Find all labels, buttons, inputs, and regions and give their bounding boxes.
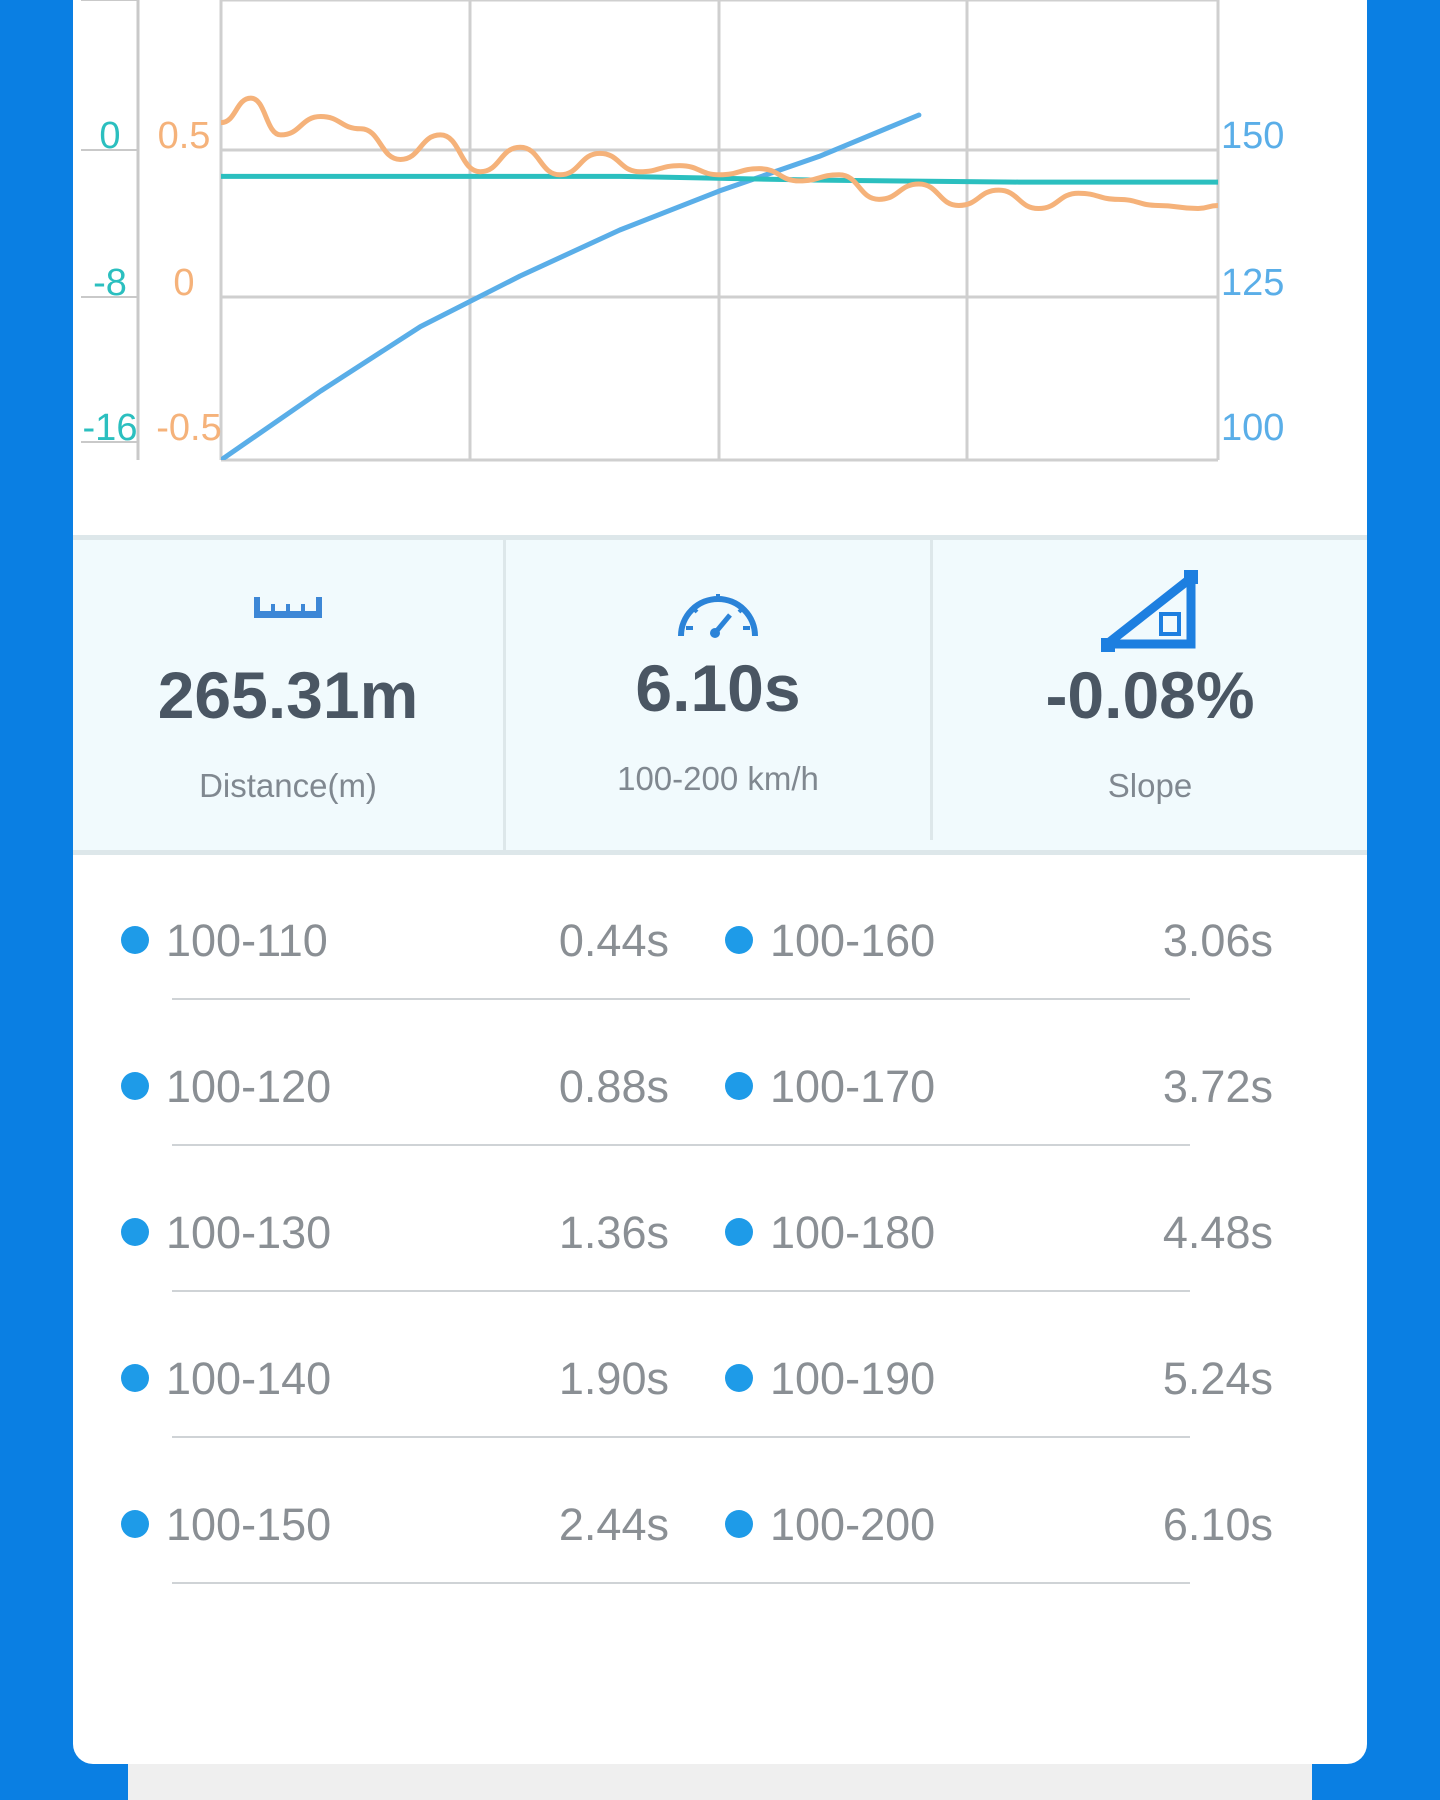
row-divider bbox=[172, 1582, 1190, 1584]
bullet-dot-icon bbox=[725, 926, 753, 954]
slope-stat: -0.08% Slope bbox=[933, 540, 1367, 850]
ruler-icon bbox=[254, 597, 322, 618]
split-range-label: 100-110 bbox=[166, 915, 328, 966]
bullet-dot-icon bbox=[121, 1072, 149, 1100]
speedometer-icon bbox=[678, 594, 758, 638]
distance-value: 265.31m bbox=[157, 658, 419, 732]
split-time-value: 3.06s bbox=[1162, 915, 1273, 966]
tick-label: 175 bbox=[1221, 0, 1284, 2]
split-time-value: 5.24s bbox=[1162, 1353, 1273, 1404]
slope-value: -0.08% bbox=[1045, 658, 1255, 732]
slope-icon bbox=[1101, 570, 1198, 652]
slope-label: Slope bbox=[1107, 767, 1193, 804]
bullet-dot-icon bbox=[725, 1364, 753, 1392]
time-value: 6.10s bbox=[635, 651, 801, 725]
distance-label: Distance(m) bbox=[199, 767, 377, 804]
tick-label: 0 bbox=[173, 262, 194, 304]
stats-panel: 265.31m Distance(m) 6.10s 100-200 km/h bbox=[73, 535, 1367, 855]
split-range-label: 100-130 bbox=[166, 1207, 332, 1258]
stat-divider bbox=[503, 540, 506, 850]
tick-label: 125 bbox=[1221, 262, 1284, 304]
split-time-value: 1.36s bbox=[558, 1207, 669, 1258]
tick-label: -0.5 bbox=[156, 407, 221, 449]
tick-label: 100 bbox=[1221, 407, 1284, 449]
table-row: 100-150 2.44s 100-200 6.10s bbox=[73, 1444, 1367, 1590]
tick-label: -16 bbox=[83, 407, 138, 449]
row-divider bbox=[172, 1290, 1190, 1292]
split-time-value: 3.72s bbox=[1162, 1061, 1273, 1112]
chart-svg: 8 0 -8 -16 1 0.5 0 -0.5 175 150 125 100 bbox=[81, 0, 1284, 462]
table-row: 100-130 1.36s 100-180 4.48s bbox=[73, 1152, 1367, 1298]
bullet-dot-icon bbox=[725, 1218, 753, 1246]
bullet-dot-icon bbox=[725, 1072, 753, 1100]
row-divider bbox=[172, 998, 1190, 1000]
speed-chart: 8 0 -8 -16 1 0.5 0 -0.5 175 150 125 100 bbox=[73, 0, 1367, 535]
distance-stat: 265.31m Distance(m) bbox=[73, 540, 503, 850]
row-divider bbox=[172, 1436, 1190, 1438]
split-time-value: 4.48s bbox=[1162, 1207, 1273, 1258]
results-card: 8 0 -8 -16 1 0.5 0 -0.5 175 150 125 100 265.31m Dis… bbox=[73, 0, 1367, 1764]
stat-divider bbox=[930, 540, 933, 840]
tick-label: 150 bbox=[1221, 115, 1284, 157]
split-range-label: 100-160 bbox=[770, 915, 936, 966]
table-row: 100-140 1.90s 100-190 5.24s bbox=[73, 1298, 1367, 1444]
series-line-1 bbox=[221, 173, 1218, 185]
bullet-dot-icon bbox=[121, 1364, 149, 1392]
split-time-value: 6.10s bbox=[1162, 1499, 1273, 1550]
bullet-dot-icon bbox=[725, 1510, 753, 1538]
split-range-label: 100-120 bbox=[166, 1061, 332, 1112]
time-label: 100-200 km/h bbox=[617, 760, 819, 797]
tick-label: -8 bbox=[93, 262, 127, 304]
bullet-dot-icon bbox=[121, 1218, 149, 1246]
series-line-0 bbox=[221, 112, 922, 460]
tick-label: 8 bbox=[99, 0, 120, 2]
bottom-sheet-edge bbox=[128, 1764, 1312, 1800]
split-range-label: 100-190 bbox=[770, 1353, 936, 1404]
split-time-value: 0.88s bbox=[558, 1061, 669, 1112]
table-row: 100-110 0.44s 100-160 3.06s bbox=[73, 860, 1367, 1006]
row-divider bbox=[172, 1144, 1190, 1146]
bullet-dot-icon bbox=[121, 926, 149, 954]
split-range-label: 100-200 bbox=[770, 1499, 936, 1550]
table-row: 100-120 0.88s 100-170 3.72s bbox=[73, 1006, 1367, 1152]
split-time-value: 2.44s bbox=[558, 1499, 669, 1550]
split-range-label: 100-180 bbox=[770, 1207, 936, 1258]
time-stat: 6.10s 100-200 km/h bbox=[506, 540, 930, 850]
tick-label: 0.5 bbox=[158, 115, 211, 157]
tick-label: 1 bbox=[173, 0, 194, 2]
split-range-label: 100-150 bbox=[166, 1499, 332, 1550]
split-time-value: 1.90s bbox=[558, 1353, 669, 1404]
split-range-label: 100-140 bbox=[166, 1353, 332, 1404]
split-range-label: 100-170 bbox=[770, 1061, 936, 1112]
bullet-dot-icon bbox=[121, 1510, 149, 1538]
split-time-value: 0.44s bbox=[558, 915, 669, 966]
tick-label: 0 bbox=[99, 115, 120, 157]
series-line-2 bbox=[221, 95, 1218, 212]
